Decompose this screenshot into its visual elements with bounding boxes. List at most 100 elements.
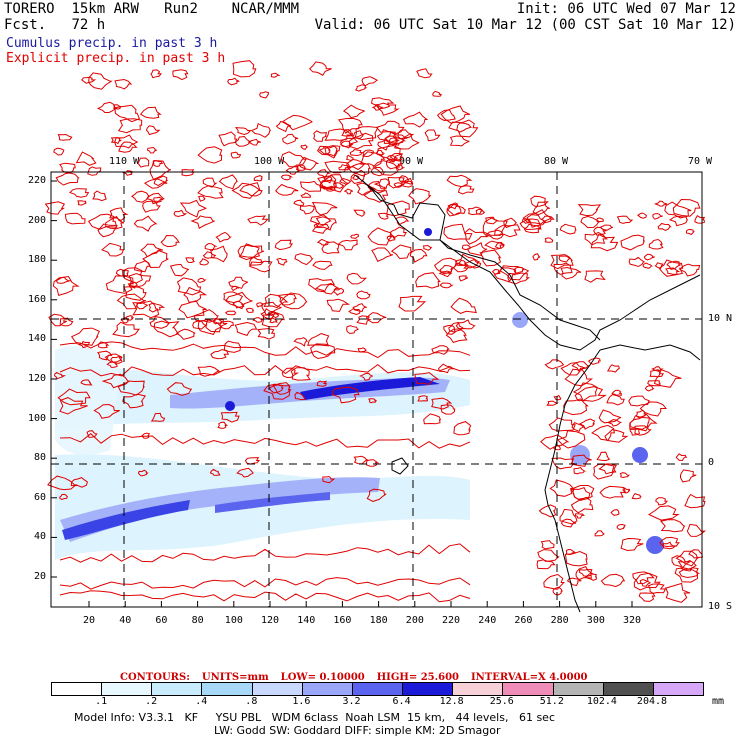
precip-contour [324, 145, 338, 157]
precip-contour [294, 253, 314, 266]
precip-contour [333, 182, 345, 189]
precip-contour [551, 457, 575, 470]
lon-label-80w: 80 W [544, 156, 569, 167]
precip-contour [530, 195, 549, 207]
forecast-label: Fcst. [4, 17, 47, 33]
precip-contour [69, 188, 90, 198]
precip-contour [333, 287, 345, 296]
precip-contour [48, 313, 67, 327]
legend-label: 25.6 [489, 696, 514, 707]
precip-contour [448, 321, 464, 333]
precip-contour [599, 224, 614, 231]
precip-contour [281, 114, 313, 131]
precip-contour [237, 244, 265, 258]
precip-contour [178, 300, 207, 319]
lon-label-110w: 110 W [109, 156, 140, 167]
precip-contour [197, 277, 207, 284]
precip-contour [352, 174, 360, 181]
precip-contour [202, 251, 216, 259]
precip-contour [274, 239, 294, 251]
precip-contour [461, 244, 471, 251]
precip-contour [580, 215, 601, 229]
precip-contour [338, 164, 350, 171]
precip-band-light-west [55, 346, 120, 456]
precip-contour [596, 451, 611, 462]
precip-contour [552, 586, 563, 596]
precip-contour [218, 174, 238, 190]
precip-contour [224, 310, 237, 316]
precip-contour [606, 364, 620, 373]
legend-unit: mm [712, 696, 725, 707]
x-tick-label: 220 [442, 615, 461, 626]
precip-contour [546, 400, 559, 406]
run-name: Run2 [164, 1, 198, 17]
x-tick-label: 160 [333, 615, 352, 626]
precip-contour [361, 76, 378, 87]
precip-contour [259, 91, 270, 99]
precip-contour [131, 190, 150, 203]
precip-contour [574, 513, 586, 519]
precip-contour [209, 245, 228, 263]
precip-contour [443, 223, 473, 241]
precip-contour [457, 185, 475, 195]
precip-contour [232, 300, 245, 309]
precip-contour [694, 215, 706, 224]
precip-contour [664, 201, 692, 219]
precip-contour [351, 130, 365, 139]
precip-contour [232, 60, 257, 78]
precip-contour [657, 222, 672, 231]
model-info: Model Info: V3.3.1 KF YSU PBL WDM 6class… [74, 711, 555, 724]
precip-contour [346, 272, 367, 285]
contour-info: CONTOURS: UNITS=mm LOW= 0.10000 HIGH= 25.60… [120, 672, 599, 683]
precip-contour [519, 218, 542, 231]
precip-contour [616, 523, 626, 531]
precip-contour [261, 312, 285, 328]
x-tick-label: 240 [478, 615, 497, 626]
precip-contour [54, 371, 67, 380]
precip-contour [446, 203, 467, 216]
precip-contour [678, 567, 699, 579]
precip-contour [671, 555, 692, 568]
precip-contour [532, 253, 541, 261]
precip-contour [377, 212, 389, 220]
precip-contour [558, 255, 572, 263]
precip-contour [540, 434, 570, 450]
precip-contour [153, 320, 180, 338]
precip-contour [311, 201, 338, 216]
precip-contour [540, 540, 555, 550]
precip-contour [318, 146, 332, 155]
x-tick-label: 300 [586, 615, 605, 626]
precip-contour [644, 385, 655, 392]
precip-contour [152, 160, 163, 167]
precip-contour [341, 129, 353, 137]
precip-contour [635, 409, 647, 419]
legend-swatch [553, 683, 604, 695]
precip-contour [57, 133, 73, 141]
organization: NCAR/MMM [231, 1, 300, 17]
precip-contour [220, 411, 240, 423]
precip-contour [293, 337, 308, 347]
graticule [51, 172, 702, 607]
precip-contour [77, 340, 91, 349]
x-tick-label: 260 [514, 615, 533, 626]
legend-label: 102.4 [586, 696, 617, 707]
precip-contour [268, 317, 278, 324]
precip-contour [104, 353, 123, 363]
precip-contour [234, 127, 252, 136]
precip-contour [312, 260, 333, 270]
precip-contour [139, 106, 162, 119]
precip-contour [550, 254, 574, 270]
explicit-precip-contours [44, 60, 707, 603]
precip-contour [236, 467, 254, 478]
precip-contour [44, 201, 66, 215]
legend-swatch [352, 683, 404, 695]
precip-contour [440, 404, 456, 415]
y-tick-label: 180 [27, 254, 46, 266]
precip-contour [560, 266, 582, 280]
precip-contour [275, 121, 292, 133]
precip-contour [610, 509, 620, 516]
precip-contour [658, 259, 684, 277]
precip-contour [227, 77, 240, 86]
precip-contour [647, 380, 661, 387]
precip-contour [285, 165, 300, 175]
